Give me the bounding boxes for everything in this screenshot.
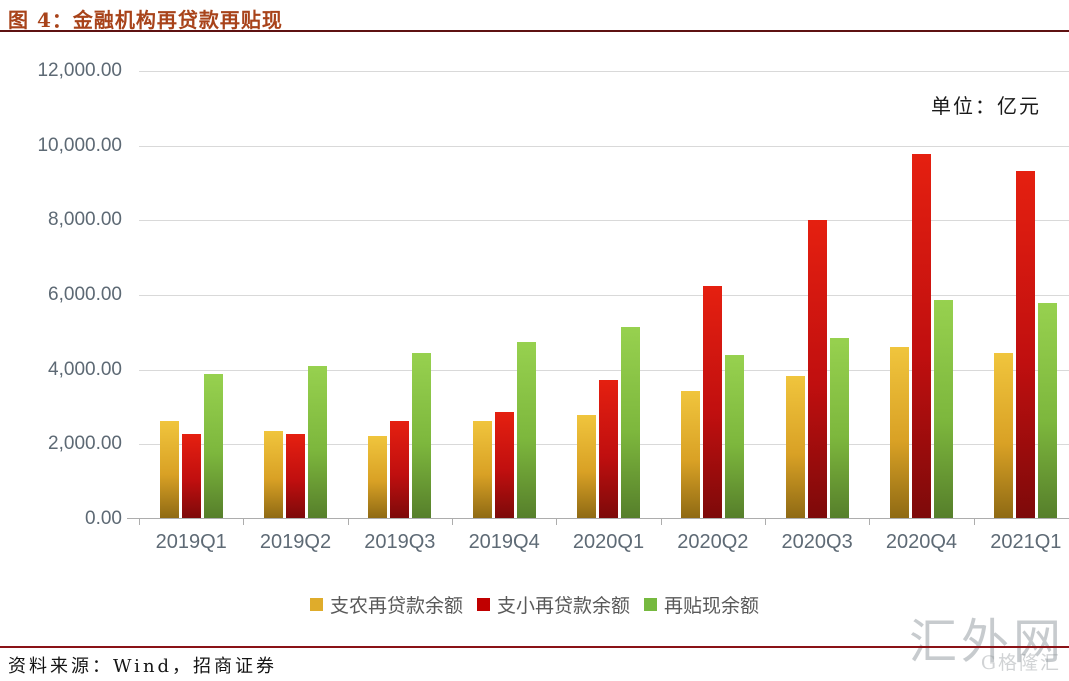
x-axis-tick — [869, 519, 871, 525]
watermark: 汇外网 — [908, 614, 1065, 670]
gridline — [139, 145, 1069, 147]
bar-支小再贷款余额 — [390, 420, 410, 518]
title-divider — [0, 30, 1069, 32]
legend-item: 再贴现余额 — [644, 591, 759, 618]
source-note: 资料来源：Wind，招商证券 — [8, 656, 278, 677]
bar-group — [556, 70, 660, 518]
legend-swatch-icon — [644, 598, 657, 611]
x-category-label: 2019Q3 — [364, 531, 436, 553]
bar-支农再贷款余额 — [472, 420, 492, 518]
y-tick-label: 10,000.00 — [37, 134, 122, 156]
bar-再贴现余额 — [412, 353, 432, 518]
bar-支农再贷款余额 — [368, 435, 388, 518]
bar-再贴现余额 — [829, 338, 849, 518]
y-tick-label: 4,000.00 — [48, 358, 122, 380]
x-category-label: 2019Q1 — [155, 531, 227, 553]
bar-再贴现余额 — [933, 299, 953, 518]
legend-swatch-icon — [476, 598, 490, 611]
bar-group — [661, 70, 765, 518]
bar-支小再贷款余额 — [703, 286, 723, 518]
x-category-label: 2020Q2 — [677, 531, 749, 553]
bar-支小再贷款余额 — [181, 433, 201, 518]
bar-支农再贷款余额 — [785, 376, 805, 518]
x-category-label: 2020Q3 — [781, 531, 853, 553]
x-axis-tick — [764, 519, 766, 525]
unit-label: 单位：亿元 — [931, 94, 1041, 118]
figure-title: 图 4：金融机构再贷款再贴现 — [8, 8, 283, 32]
y-tick-label: 12,000.00 — [37, 60, 122, 81]
bar-再贴现余额 — [1038, 302, 1058, 518]
gridline — [139, 295, 1069, 296]
bar-group — [348, 70, 452, 518]
gridline — [139, 369, 1069, 371]
y-tick-label: 0.00 — [85, 508, 122, 529]
x-axis-tick — [973, 519, 975, 525]
bar-group — [452, 70, 556, 518]
x-axis-line — [127, 518, 1069, 519]
bar-group — [869, 70, 973, 518]
bar-支农再贷款余额 — [576, 414, 596, 518]
bar-支农再贷款余额 — [889, 347, 909, 518]
legend-item: 支小再贷款余额 — [476, 591, 630, 618]
y-tick-label: 6,000.00 — [48, 284, 122, 305]
bar-再贴现余额 — [203, 373, 223, 518]
bar-group — [243, 70, 347, 518]
bar-支农再贷款余额 — [681, 391, 701, 518]
plot-area — [127, 70, 1069, 525]
gridline — [139, 71, 1069, 72]
legend-label: 再贴现余额 — [664, 596, 760, 617]
x-category-label: 2020Q4 — [885, 531, 958, 553]
x-category-label: 2019Q4 — [468, 531, 540, 553]
legend-label: 支小再贷款余额 — [496, 596, 630, 617]
x-category-label: 2020Q1 — [572, 531, 645, 553]
bar-再贴现余额 — [725, 355, 745, 518]
bar-支农再贷款余额 — [159, 421, 179, 518]
y-tick-label: 2,000.00 — [48, 433, 122, 455]
legend-item: 支农再贷款余额 — [309, 591, 463, 618]
bar-支农再贷款余额 — [263, 431, 283, 518]
chart-legend: 支农再贷款余额 支小再贷款余额 再贴现余额 — [0, 591, 1069, 618]
x-axis-tick — [660, 519, 662, 525]
bar-再贴现余额 — [307, 366, 327, 518]
bar-支小再贷款余额 — [911, 153, 931, 518]
bar-group — [765, 70, 869, 518]
bar-group — [139, 70, 243, 518]
legend-label: 支农再贷款余额 — [329, 596, 463, 617]
x-category-label: 2021Q1 — [990, 531, 1062, 553]
bar-再贴现余额 — [516, 342, 536, 518]
bar-支小再贷款余额 — [807, 220, 827, 518]
bar-支小再贷款余额 — [598, 380, 618, 518]
bar-支小再贷款余额 — [1016, 170, 1036, 518]
legend-swatch-icon — [309, 598, 323, 611]
x-axis-tick — [451, 519, 453, 525]
x-category-label: 2019Q2 — [259, 531, 332, 553]
bar-支农再贷款余额 — [994, 352, 1014, 518]
watermark-secondary: G格隆汇 — [980, 652, 1061, 674]
x-axis-tick — [556, 519, 558, 525]
footer-divider — [0, 646, 1069, 648]
bar-group — [974, 70, 1069, 518]
y-tick-label: 8,000.00 — [48, 209, 122, 231]
x-axis-tick — [243, 519, 245, 525]
bar-再贴现余额 — [620, 327, 640, 518]
bar-支小再贷款余额 — [285, 434, 305, 518]
x-axis-tick — [139, 519, 140, 525]
x-axis-tick — [347, 519, 349, 525]
bar-支小再贷款余额 — [494, 412, 514, 518]
gridline — [139, 220, 1069, 222]
